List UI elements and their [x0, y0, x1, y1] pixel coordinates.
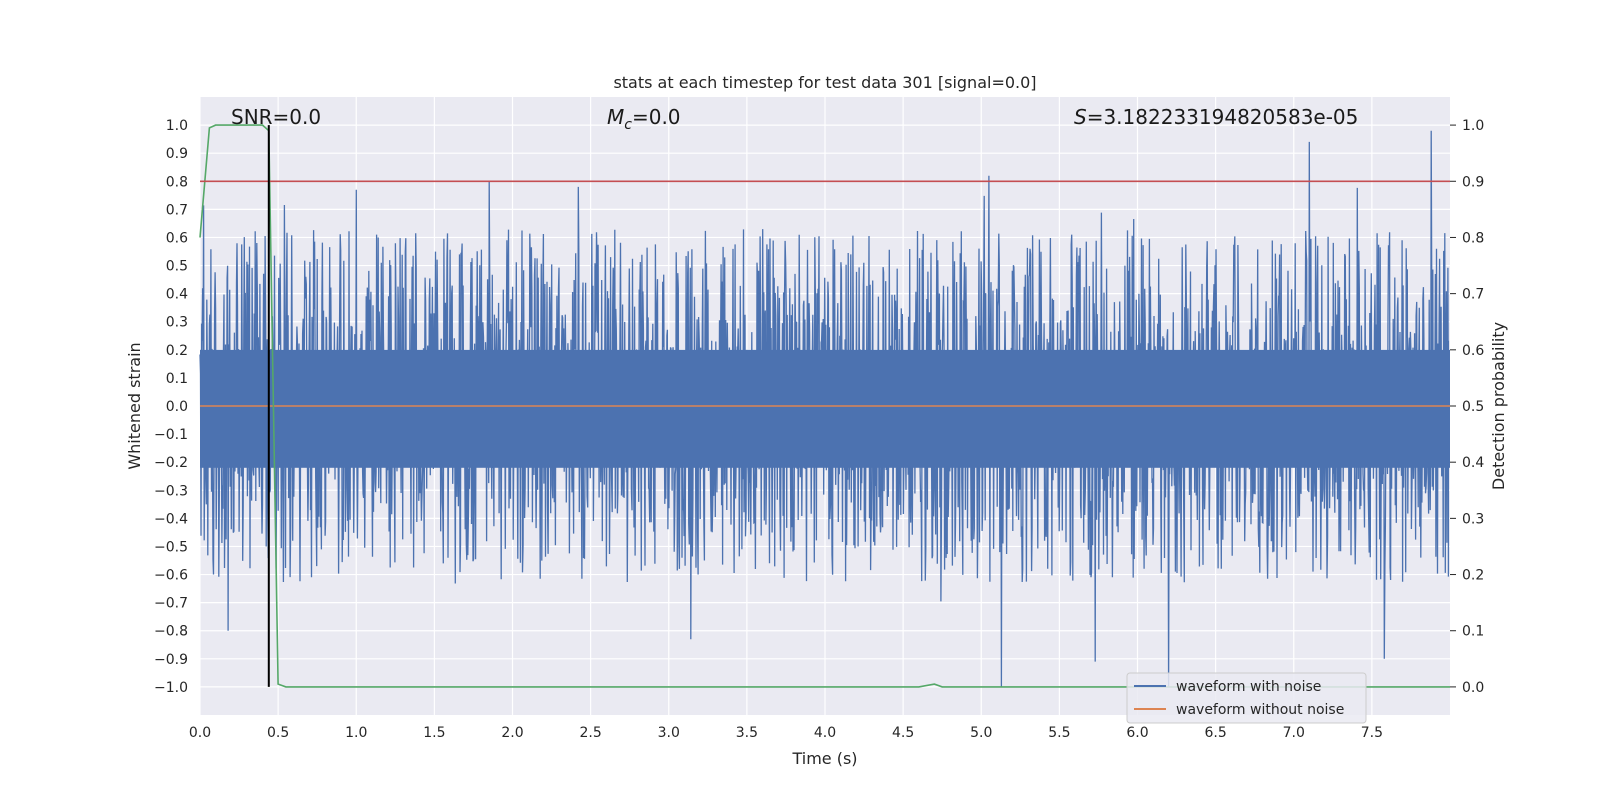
noise-dense-band: [200, 349, 1450, 468]
x-tick-label: 2.5: [579, 725, 601, 741]
x-tick-label: 5.0: [970, 725, 992, 741]
x-tick-label: 5.5: [1048, 725, 1070, 741]
y2-axis-label: Detection probability: [1489, 322, 1508, 490]
chart-title: stats at each timestep for test data 301…: [613, 73, 1036, 92]
x-tick-label: 3.0: [658, 725, 680, 741]
y2-tick-label: 0.7: [1462, 287, 1484, 303]
y2-tick-label: 0.1: [1462, 624, 1484, 640]
s-value: =3.182233194820583e-05: [1087, 105, 1359, 129]
x-tick-label: 1.0: [345, 725, 367, 741]
y-tick-label: 0.3: [166, 315, 188, 331]
x-tick-label: 1.5: [423, 725, 445, 741]
y2-tick-label: 1.0: [1462, 118, 1484, 134]
y2-tick-label: 0.2: [1462, 568, 1484, 584]
plot-series: [199, 124, 1450, 688]
mc-annotation: Mc=0.0: [607, 105, 681, 133]
y-tick-label: 1.0: [166, 118, 188, 134]
y2-tick-label: 0.6: [1462, 343, 1484, 359]
x-tick-label: 3.5: [736, 725, 758, 741]
x-tick-label: 7.0: [1283, 725, 1305, 741]
y-tick-label: 0.9: [166, 146, 188, 162]
y-tick-label: −0.6: [154, 568, 188, 584]
legend-box: [1126, 672, 1367, 724]
y-tick-labels: −1.0 −0.9 −0.8 −0.7 −0.6 −0.5 −0.4 −0.3 −0.2 −0.1…: [154, 118, 188, 696]
series-detection-probability: [199, 124, 1450, 688]
y-tick-label: 0.2: [166, 343, 188, 359]
y-tick-label: −0.2: [154, 455, 188, 471]
x-tick-label: 7.5: [1361, 725, 1383, 741]
y-tick-label: −0.3: [154, 483, 188, 499]
y2-tick-label: 0.9: [1462, 174, 1484, 190]
mc-symbol: M: [607, 105, 624, 129]
x-tick-label: 6.5: [1204, 725, 1226, 741]
y-tick-label: 0.6: [166, 230, 188, 246]
y2-tick-label: 0.8: [1462, 230, 1484, 246]
x-tick-label: 0.0: [189, 725, 211, 741]
y-tick-label: 0.4: [166, 287, 188, 303]
x-tick-label: 2.0: [501, 725, 523, 741]
y-tick-label: 0.0: [166, 399, 188, 415]
y-tick-label: −0.8: [154, 624, 188, 640]
legend-label-noise: waveform with noise: [1176, 679, 1321, 695]
x-tick-label: 0.5: [267, 725, 289, 741]
legend-label-clean: waveform without noise: [1176, 702, 1344, 718]
y-tick-label: 0.8: [166, 174, 188, 190]
s-symbol: S: [1074, 105, 1087, 129]
x-tick-label: 6.0: [1126, 725, 1148, 741]
legend: waveform with noise waveform without noi…: [1126, 672, 1367, 724]
x-axis-label: Time (s): [791, 749, 857, 768]
y-tick-label: −0.4: [154, 511, 188, 527]
mc-subscript: c: [624, 117, 632, 133]
y-tick-label: 0.5: [166, 259, 188, 275]
y-tick-label: 0.7: [166, 202, 188, 218]
x-tick-label: 4.5: [892, 725, 914, 741]
mc-value: =0.0: [632, 105, 681, 129]
y-tick-label: −0.9: [154, 652, 188, 668]
x-tick-labels: 0.0 0.5 1.0 1.5 2.0 2.5 3.0 3.5 4.0 4.5 5.0 5.5 6.0 6…: [189, 725, 1383, 741]
x-tick-label: 4.0: [814, 725, 836, 741]
snr-annotation: SNR=0.0: [231, 105, 321, 129]
y-tick-label: −0.1: [154, 427, 188, 443]
y2-tick-label: 0.3: [1462, 511, 1484, 527]
y2-tick-label: 0.5: [1462, 399, 1484, 415]
y-axis-label: Whitened strain: [125, 342, 144, 469]
y-tick-label: −1.0: [154, 680, 188, 696]
y-tick-label: 0.1: [166, 371, 188, 387]
s-annotation: S=3.182233194820583e-05: [1074, 105, 1358, 129]
y-tick-label: −0.7: [154, 596, 188, 612]
y-tick-label: −0.5: [154, 539, 188, 555]
y2-tick-labels: 0.0 0.1 0.2 0.3 0.4 0.5 0.6 0.7 0.8 0.9 1.0: [1450, 118, 1484, 696]
y2-tick-label: 0.0: [1462, 680, 1484, 696]
y2-tick-label: 0.4: [1462, 455, 1484, 471]
